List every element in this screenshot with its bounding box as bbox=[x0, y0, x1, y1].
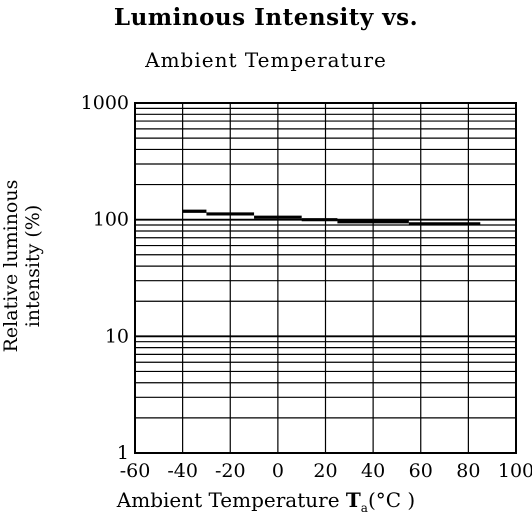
x-axis-label: Ambient Temperature Ta(°C ) bbox=[0, 488, 532, 515]
x-tick-label: 60 bbox=[409, 460, 433, 482]
x-axis-label-unit: (°C ) bbox=[367, 488, 416, 512]
x-tick-label: 80 bbox=[456, 460, 480, 482]
chart-title: Luminous Intensity vs. bbox=[113, 4, 419, 31]
x-axis-label-symbol: T bbox=[345, 488, 361, 512]
x-axis-label-text: Ambient Temperature bbox=[116, 488, 340, 512]
x-tick-label: 40 bbox=[361, 460, 385, 482]
x-tick-label: 100 bbox=[498, 460, 532, 482]
x-tick-label: -20 bbox=[215, 460, 246, 482]
y-tick-label: 10 bbox=[105, 325, 129, 347]
y-tick-label: 1000 bbox=[81, 92, 129, 114]
x-tick-label: 0 bbox=[272, 460, 284, 482]
x-tick-label: -40 bbox=[167, 460, 198, 482]
plot-frame bbox=[134, 102, 517, 454]
x-axis-label-subscript: a bbox=[360, 501, 368, 515]
x-tick-label: 20 bbox=[313, 460, 337, 482]
chart-subtitle: Ambient Temperature bbox=[145, 48, 387, 72]
x-tick-label: -60 bbox=[120, 460, 151, 482]
y-tick-label: 1 bbox=[117, 442, 129, 464]
y-tick-label: 100 bbox=[93, 209, 129, 231]
